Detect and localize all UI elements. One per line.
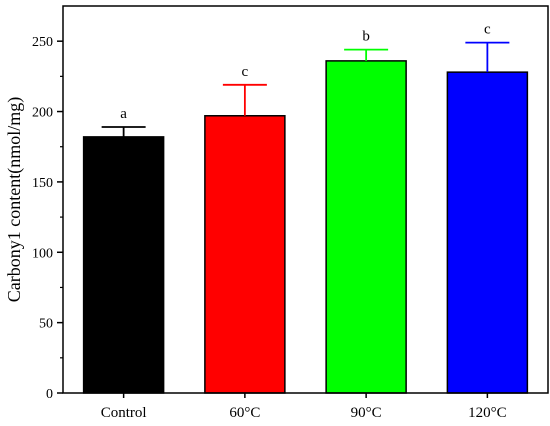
plot-frame [62, 5, 549, 394]
bars-layer [82, 60, 529, 394]
significance-label-0: a [120, 106, 127, 122]
y-tick-label-1: 50 [39, 317, 53, 332]
significance-label-2: b [362, 29, 370, 45]
significance-label-1: c [242, 64, 249, 80]
y-tick-label-5: 250 [32, 35, 53, 50]
bar-2 [325, 60, 407, 394]
significance-labels-layer: a c b c [120, 22, 491, 122]
x-ticks-layer: Control 60°C 90°C 120°C [101, 393, 507, 421]
axes-layer [62, 5, 549, 394]
x-tick-label-2: 90°C [351, 405, 382, 421]
y-tick-label-4: 200 [32, 106, 53, 121]
error-bars-layer [101, 41, 510, 137]
y-axis-title: Carbony1 content(nmol/mg) [4, 97, 25, 302]
x-tick-label-1: 60°C [229, 405, 260, 421]
y-ticks-layer: 0 50 100 150 200 250 [32, 35, 63, 402]
y-tick-label-2: 100 [32, 246, 53, 261]
bar-0 [82, 136, 165, 394]
y-tick-label-0: 0 [46, 387, 53, 402]
bar-3 [446, 71, 529, 394]
bar-1 [204, 115, 286, 394]
x-tick-label-3: 120°C [468, 405, 507, 421]
x-tick-label-0: Control [101, 405, 147, 421]
y-tick-label-3: 150 [32, 176, 53, 191]
significance-label-3: c [484, 22, 491, 38]
